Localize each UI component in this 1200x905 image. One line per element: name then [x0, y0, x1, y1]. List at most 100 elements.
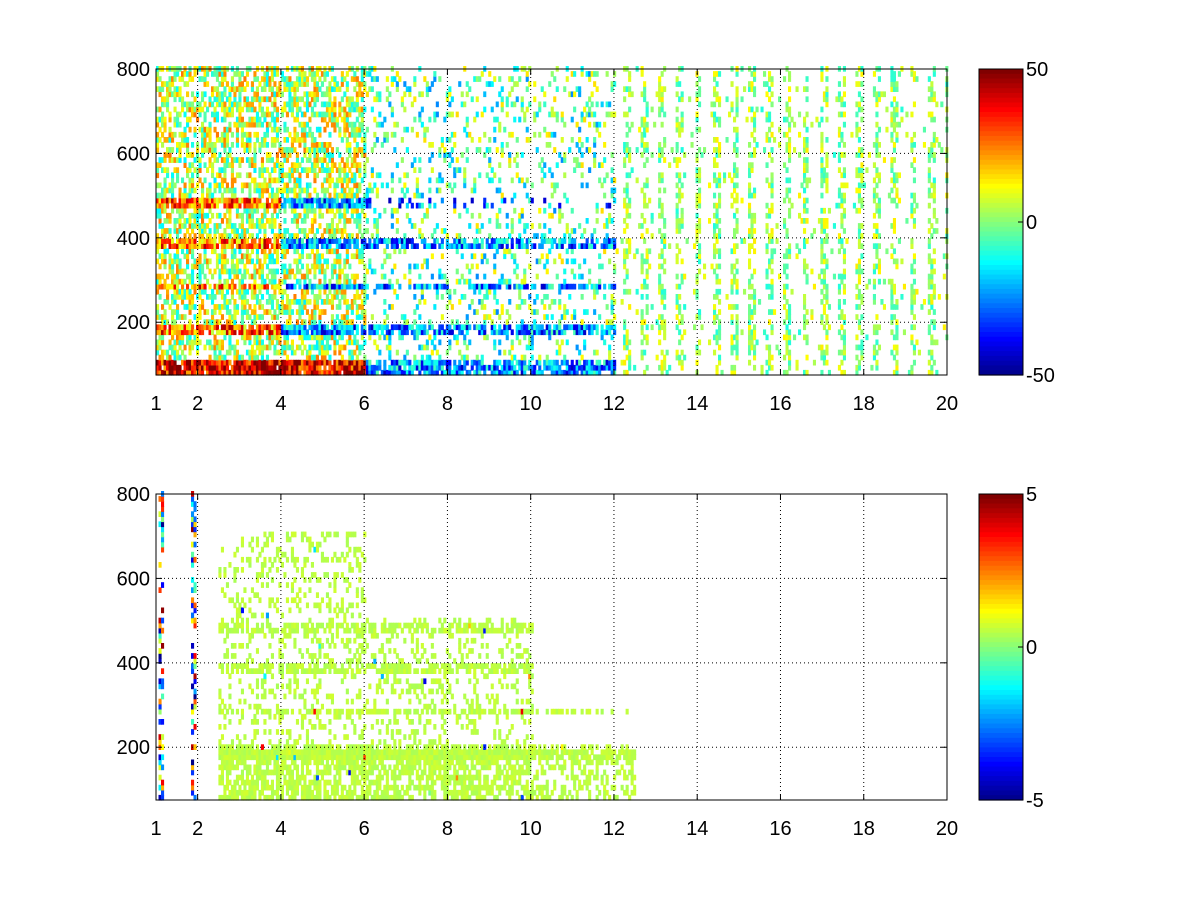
heatmap-cell [325, 202, 329, 209]
heatmap-cell [575, 344, 579, 351]
heatmap-cell [525, 344, 529, 351]
heatmap-cell [613, 314, 617, 320]
heatmap-cell [245, 81, 249, 87]
heatmap-cell [260, 218, 264, 224]
heatmap-cell [588, 369, 592, 376]
heatmap-cell [253, 283, 257, 290]
heatmap-cell [518, 116, 522, 123]
heatmap-cell [543, 304, 547, 310]
heatmap-cell [393, 207, 397, 214]
heatmap-cell [335, 248, 339, 255]
heatmap-cell [645, 177, 649, 184]
heatmap-cell [680, 314, 684, 320]
heatmap-cell [220, 101, 224, 108]
heatmap-cell [363, 288, 367, 295]
heatmap-cell [548, 81, 552, 87]
heatmap-cell [225, 182, 229, 189]
heatmap-cell [156, 76, 160, 82]
heatmap-cell [443, 228, 447, 234]
heatmap-cell [206, 243, 210, 249]
heatmap-cell [485, 172, 489, 179]
heatmap-cell [325, 121, 329, 128]
heatmap-cell [343, 283, 347, 290]
heatmap-cell [570, 238, 574, 244]
heatmap-cell [373, 142, 377, 148]
heatmap-cell [663, 364, 667, 371]
heatmap-cell [166, 187, 170, 194]
heatmap-cell [660, 364, 664, 371]
heatmap-cell [505, 278, 509, 285]
heatmap-cell [295, 212, 299, 219]
heatmap-cell [243, 339, 247, 346]
heatmap-cell [470, 137, 474, 143]
heatmap-cell [310, 314, 314, 320]
heatmap-cell [403, 364, 407, 371]
heatmap-cell [230, 172, 234, 179]
heatmap-cell [220, 314, 224, 320]
heatmap-cell [181, 101, 185, 108]
heatmap-cell [310, 131, 314, 138]
heatmap-cell [206, 258, 210, 265]
heatmap-cell [275, 248, 279, 255]
heatmap-cell [605, 319, 609, 325]
heatmap-cell [333, 238, 337, 244]
heatmap-cell [565, 258, 569, 265]
heatmap-cell [268, 238, 272, 244]
heatmap-cell [183, 268, 187, 275]
heatmap-cell [258, 228, 262, 234]
heatmap-cell [333, 76, 337, 82]
heatmap-cell [285, 157, 289, 163]
heatmap-cell [495, 369, 499, 376]
heatmap-cell [298, 314, 302, 320]
heatmap-cell [390, 243, 394, 249]
heatmap-cell [353, 192, 357, 199]
heatmap-cell [360, 253, 364, 260]
heatmap-cell [388, 339, 392, 346]
heatmap-cell [580, 116, 584, 123]
heatmap-cell [186, 71, 190, 77]
heatmap-cell [300, 319, 304, 325]
heatmap-cell [213, 223, 217, 229]
heatmap-cell [243, 182, 247, 189]
heatmap-cell [186, 273, 190, 280]
heatmap-cell [385, 137, 389, 143]
heatmap-cell [363, 152, 367, 158]
heatmap-cell [250, 218, 254, 224]
heatmap-cell [563, 192, 567, 199]
heatmap-cell [473, 177, 477, 184]
heatmap-cell [468, 243, 472, 249]
heatmap-cell [320, 182, 324, 189]
heatmap-cell [230, 197, 234, 204]
heatmap-cell [490, 324, 494, 331]
heatmap-cell [295, 359, 299, 366]
heatmap-cell [173, 288, 177, 295]
heatmap-cell [350, 212, 354, 219]
heatmap-cell [645, 334, 649, 341]
heatmap-cell [395, 294, 399, 300]
heatmap-cell [338, 364, 342, 371]
heatmap-cell [308, 253, 312, 260]
heatmap-cell [181, 268, 185, 275]
heatmap-cell [528, 238, 532, 244]
heatmap-cell [288, 197, 292, 204]
heatmap-cell [383, 283, 387, 290]
heatmap-cell [360, 369, 364, 376]
heatmap-cell [600, 207, 604, 214]
heatmap-cell [338, 319, 342, 325]
heatmap-cell [163, 299, 167, 305]
heatmap-cell [201, 238, 205, 244]
heatmap-cell [333, 359, 337, 366]
heatmap-cell [598, 364, 602, 371]
heatmap-cell [315, 243, 319, 249]
heatmap-cell [658, 283, 662, 290]
heatmap-cell [290, 364, 294, 371]
heatmap-cell [295, 106, 299, 113]
heatmap-cell [178, 207, 182, 214]
heatmap-cell [158, 253, 162, 260]
heatmap-cell [598, 162, 602, 168]
heatmap-cell [295, 202, 299, 209]
heatmap-cell [438, 152, 442, 158]
heatmap-cell [228, 86, 232, 92]
heatmap-cell [368, 238, 372, 244]
heatmap-cell [171, 309, 175, 315]
